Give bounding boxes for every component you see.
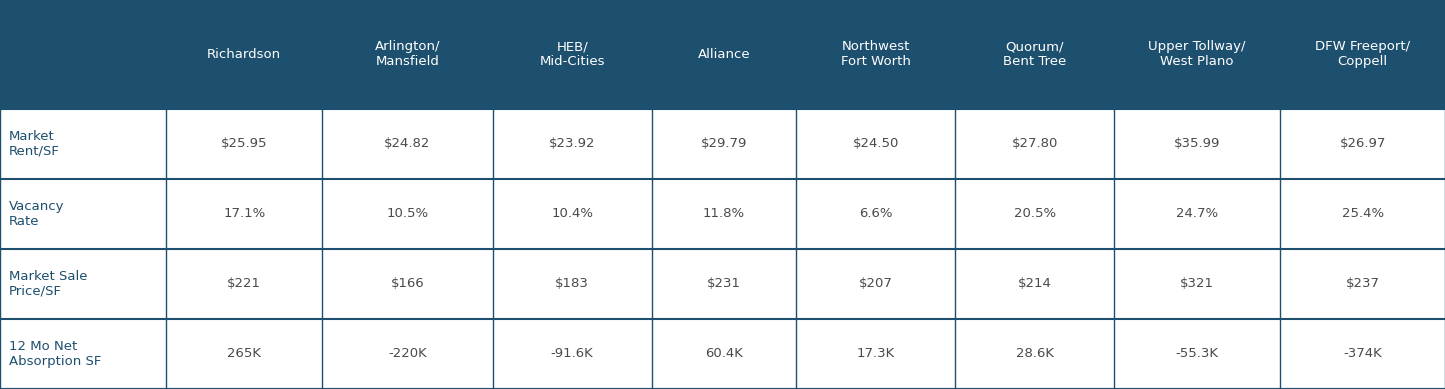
Text: 20.5%: 20.5%: [1013, 207, 1056, 221]
Text: -220K: -220K: [389, 347, 426, 361]
Text: $166: $166: [390, 277, 425, 291]
Text: Arlington/
Mansfield: Arlington/ Mansfield: [374, 40, 441, 68]
Text: $321: $321: [1181, 277, 1214, 291]
Text: $183: $183: [555, 277, 590, 291]
Text: 11.8%: 11.8%: [702, 207, 746, 221]
Bar: [0, 179, 1445, 249]
Text: 10.5%: 10.5%: [386, 207, 429, 221]
Text: Richardson: Richardson: [207, 48, 282, 61]
Text: -55.3K: -55.3K: [1176, 347, 1218, 361]
Text: $237: $237: [1345, 277, 1380, 291]
Text: 12 Mo Net
Absorption SF: 12 Mo Net Absorption SF: [9, 340, 101, 368]
Text: 17.3K: 17.3K: [857, 347, 894, 361]
Text: $214: $214: [1017, 277, 1052, 291]
Bar: [0, 0, 166, 109]
Bar: [1114, 0, 1280, 109]
Text: HEB/
Mid-Cities: HEB/ Mid-Cities: [539, 40, 605, 68]
Text: $207: $207: [858, 277, 893, 291]
Bar: [0, 109, 1445, 179]
Text: -91.6K: -91.6K: [551, 347, 594, 361]
Text: Market
Rent/SF: Market Rent/SF: [9, 130, 59, 158]
Text: Alliance: Alliance: [698, 48, 750, 61]
Text: $35.99: $35.99: [1173, 137, 1221, 151]
Text: $27.80: $27.80: [1011, 137, 1058, 151]
Text: 17.1%: 17.1%: [223, 207, 266, 221]
Bar: [493, 0, 652, 109]
Bar: [166, 0, 322, 109]
Bar: [796, 0, 955, 109]
Text: Vacancy
Rate: Vacancy Rate: [9, 200, 64, 228]
Bar: [955, 0, 1114, 109]
Text: $221: $221: [227, 277, 262, 291]
Bar: [0, 249, 1445, 319]
Text: 10.4%: 10.4%: [551, 207, 594, 221]
Text: Market Sale
Price/SF: Market Sale Price/SF: [9, 270, 87, 298]
Text: $26.97: $26.97: [1340, 137, 1386, 151]
Text: $24.82: $24.82: [384, 137, 431, 151]
Text: Northwest
Fort Worth: Northwest Fort Worth: [841, 40, 910, 68]
Bar: [0, 319, 1445, 389]
Text: 6.6%: 6.6%: [858, 207, 893, 221]
Text: 60.4K: 60.4K: [705, 347, 743, 361]
Text: 265K: 265K: [227, 347, 262, 361]
Text: $231: $231: [707, 277, 741, 291]
Bar: [322, 0, 493, 109]
Text: 24.7%: 24.7%: [1176, 207, 1218, 221]
Bar: [1280, 0, 1445, 109]
Text: $25.95: $25.95: [221, 137, 267, 151]
Text: Quorum/
Bent Tree: Quorum/ Bent Tree: [1003, 40, 1066, 68]
Text: $23.92: $23.92: [549, 137, 595, 151]
Text: -374K: -374K: [1344, 347, 1381, 361]
Text: 28.6K: 28.6K: [1016, 347, 1053, 361]
Text: DFW Freeport/
Coppell: DFW Freeport/ Coppell: [1315, 40, 1410, 68]
Text: Upper Tollway/
West Plano: Upper Tollway/ West Plano: [1149, 40, 1246, 68]
Bar: [652, 0, 796, 109]
Text: $29.79: $29.79: [701, 137, 747, 151]
Text: $24.50: $24.50: [853, 137, 899, 151]
Text: 25.4%: 25.4%: [1341, 207, 1384, 221]
